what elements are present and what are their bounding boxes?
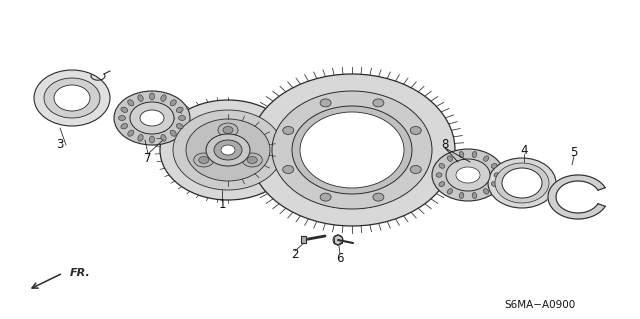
Ellipse shape: [333, 235, 343, 245]
Ellipse shape: [483, 156, 489, 161]
Ellipse shape: [492, 163, 497, 168]
Ellipse shape: [173, 110, 283, 190]
Ellipse shape: [373, 193, 384, 201]
Ellipse shape: [272, 91, 432, 209]
Ellipse shape: [243, 153, 262, 167]
Ellipse shape: [128, 130, 134, 136]
Ellipse shape: [150, 136, 154, 143]
Text: 1: 1: [218, 198, 226, 211]
Text: 5: 5: [570, 145, 578, 159]
Ellipse shape: [138, 135, 143, 141]
Ellipse shape: [472, 152, 477, 158]
Ellipse shape: [439, 182, 445, 187]
Text: 7: 7: [144, 152, 152, 165]
Text: 2: 2: [291, 249, 299, 262]
Text: 4: 4: [520, 144, 528, 157]
Ellipse shape: [460, 152, 464, 158]
Ellipse shape: [161, 135, 166, 141]
Ellipse shape: [194, 153, 214, 167]
Ellipse shape: [494, 173, 500, 177]
Ellipse shape: [300, 112, 404, 188]
Ellipse shape: [436, 173, 442, 177]
Ellipse shape: [50, 82, 94, 114]
Ellipse shape: [199, 157, 209, 164]
Ellipse shape: [34, 70, 110, 126]
Ellipse shape: [283, 126, 294, 135]
Ellipse shape: [177, 107, 183, 112]
Ellipse shape: [283, 166, 294, 174]
Text: S6MA−A0900: S6MA−A0900: [504, 300, 575, 310]
Text: 3: 3: [56, 138, 64, 152]
Ellipse shape: [223, 127, 233, 133]
Ellipse shape: [114, 91, 190, 145]
Ellipse shape: [292, 106, 412, 194]
Ellipse shape: [161, 95, 166, 101]
Polygon shape: [301, 236, 306, 243]
Ellipse shape: [128, 100, 134, 106]
Ellipse shape: [121, 107, 127, 112]
Ellipse shape: [320, 99, 331, 107]
Ellipse shape: [472, 192, 477, 198]
Ellipse shape: [502, 168, 542, 198]
Ellipse shape: [373, 99, 384, 107]
Ellipse shape: [447, 189, 452, 194]
Ellipse shape: [460, 192, 464, 198]
Ellipse shape: [170, 130, 176, 136]
Ellipse shape: [54, 85, 90, 111]
Ellipse shape: [186, 119, 270, 181]
Ellipse shape: [432, 149, 504, 201]
Ellipse shape: [247, 157, 257, 164]
Ellipse shape: [130, 102, 174, 134]
Text: FR.: FR.: [70, 268, 91, 278]
Ellipse shape: [410, 126, 421, 135]
Ellipse shape: [320, 193, 331, 201]
Ellipse shape: [170, 100, 176, 106]
Ellipse shape: [150, 93, 154, 100]
Text: 6: 6: [336, 251, 344, 264]
Ellipse shape: [221, 145, 235, 155]
Ellipse shape: [140, 110, 164, 126]
Ellipse shape: [206, 134, 250, 166]
Ellipse shape: [177, 123, 183, 129]
Ellipse shape: [118, 115, 125, 121]
Ellipse shape: [495, 163, 549, 203]
Ellipse shape: [249, 74, 455, 226]
Ellipse shape: [446, 159, 490, 191]
Ellipse shape: [179, 115, 186, 121]
Ellipse shape: [502, 168, 542, 198]
Ellipse shape: [483, 189, 489, 194]
Ellipse shape: [488, 158, 556, 208]
Ellipse shape: [439, 163, 445, 168]
Ellipse shape: [214, 140, 242, 160]
Ellipse shape: [44, 78, 100, 118]
Ellipse shape: [160, 100, 296, 200]
Ellipse shape: [410, 166, 421, 174]
Ellipse shape: [121, 123, 127, 129]
Ellipse shape: [218, 123, 238, 137]
Ellipse shape: [447, 156, 452, 161]
Ellipse shape: [456, 167, 480, 183]
Text: 8: 8: [442, 138, 449, 152]
Ellipse shape: [492, 182, 497, 187]
Ellipse shape: [138, 95, 143, 101]
Polygon shape: [548, 175, 605, 219]
